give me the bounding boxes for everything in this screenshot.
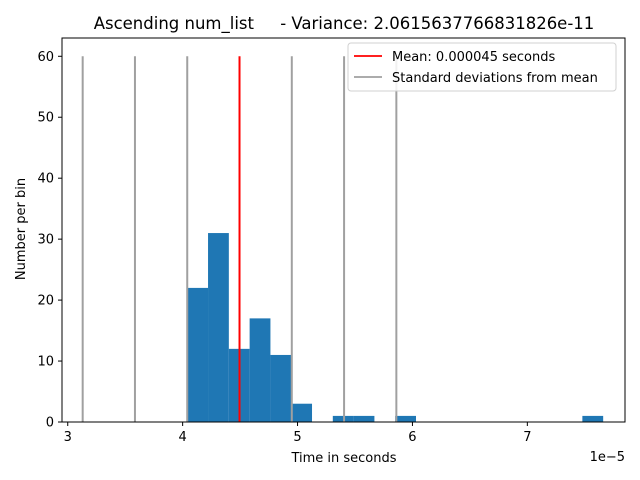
legend: Mean: 0.000045 seconds Standard deviatio… — [347, 42, 617, 92]
y-tick-label: 60 — [37, 50, 54, 65]
y-tick-label: 0 — [46, 416, 54, 431]
axes-group: 3 4 5 6 7 0 10 20 30 40 50 60 — [37, 37, 626, 445]
y-tick-label: 50 — [37, 111, 54, 126]
histogram-bar — [353, 415, 375, 422]
legend-box — [347, 42, 617, 92]
chart-title: Ascending num_list - Variance: 2.0615637… — [94, 14, 595, 34]
x-tick-label: 3 — [64, 430, 72, 445]
y-tick-label: 30 — [37, 233, 54, 248]
histogram-bar — [582, 415, 604, 422]
bars-group — [187, 233, 604, 422]
histogram-bar — [270, 354, 292, 422]
histogram-bar — [291, 403, 313, 422]
x-tick-label: 4 — [179, 430, 187, 445]
histogram-bar — [249, 318, 271, 422]
y-tick-label: 20 — [37, 294, 54, 309]
y-tick-label: 40 — [37, 172, 54, 187]
y-tick-label: 10 — [37, 355, 54, 370]
legend-mean-label: Mean: 0.000045 seconds — [392, 50, 555, 65]
x-tick-label: 5 — [293, 430, 301, 445]
plot-frame — [61, 37, 626, 423]
y-axis-label: Number per bin — [14, 178, 29, 280]
histogram-bar — [208, 233, 229, 422]
x-offset-label: 1e−5 — [590, 450, 625, 465]
histogram-bar — [187, 287, 209, 422]
x-tick-label: 6 — [408, 430, 416, 445]
x-axis-label: Time in seconds — [290, 451, 396, 466]
legend-std-label: Standard deviations from mean — [392, 71, 598, 86]
reference-lines-group — [81, 56, 398, 422]
x-tick-label: 7 — [523, 430, 531, 445]
histogram-bar — [395, 415, 416, 422]
